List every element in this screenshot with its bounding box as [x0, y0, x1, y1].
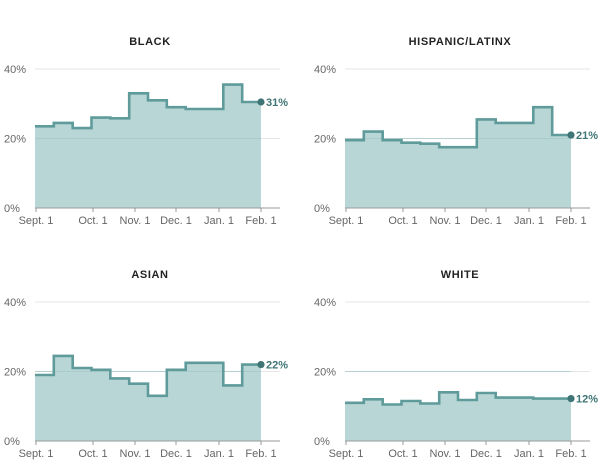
x-tick-label: Nov. 1	[430, 215, 461, 227]
area-chart-asian: 0% 20% 40% Sept. 1 Oct. 1 Nov. 1 Dec. 1 Jan. 1 F…	[0, 233, 300, 466]
y-tick-label: 20%	[4, 367, 26, 379]
end-value-label: 21%	[576, 130, 598, 142]
end-point	[567, 131, 574, 138]
y-tick-label: 0%	[314, 203, 330, 215]
x-tick-label: Jan. 1	[204, 448, 234, 460]
x-tick-label: Sept. 1	[19, 448, 54, 460]
x-tick-label: Jan. 1	[514, 448, 544, 460]
x-tick-label: Feb. 1	[555, 215, 586, 227]
x-tick-label: Sept. 1	[329, 448, 364, 460]
y-tick-label: 40%	[314, 64, 336, 76]
end-value-label: 22%	[266, 360, 288, 372]
x-tick-label: Dec. 1	[470, 215, 502, 227]
series-area	[345, 107, 571, 208]
x-tick-label: Dec. 1	[160, 448, 192, 460]
area-chart-black: 0% 20% 40% Sept. 1 Oct. 1 Nov. 1 Dec. 1 Jan. 1 F…	[0, 0, 300, 233]
x-tick-label: Feb. 1	[245, 448, 276, 460]
x-tick-label: Sept. 1	[329, 215, 364, 227]
x-tick-label: Sept. 1	[19, 215, 54, 227]
end-value-label: 12%	[576, 394, 598, 406]
series-area	[35, 85, 261, 208]
y-tick-label: 0%	[4, 436, 20, 448]
y-tick-label: 0%	[314, 436, 330, 448]
y-tick-label: 20%	[4, 134, 26, 146]
x-tick-label: Feb. 1	[555, 448, 586, 460]
end-value-label: 31%	[266, 97, 288, 109]
y-tick-label: 40%	[314, 297, 336, 309]
y-tick-label: 40%	[4, 64, 26, 76]
y-tick-label: 0%	[4, 203, 20, 215]
series-area	[35, 356, 261, 441]
x-tick-label: Jan. 1	[514, 215, 544, 227]
y-tick-label: 40%	[4, 297, 26, 309]
x-tick-label: Dec. 1	[160, 215, 192, 227]
x-tick-label: Feb. 1	[245, 215, 276, 227]
end-point	[257, 361, 264, 368]
x-tick-label: Nov. 1	[430, 448, 461, 460]
x-tick-label: Nov. 1	[120, 215, 151, 227]
y-tick-label: 20%	[314, 367, 336, 379]
area-chart-hispanic-latinx: 0% 20% 40% Sept. 1 Oct. 1 Nov. 1 Dec. 1 Jan. 1 F…	[310, 0, 600, 233]
panel-hispanic-latinx: HISPANIC/LATINX 0% 20% 40% Sept. 1 Oct. 1 Nov…	[310, 0, 600, 233]
x-tick-label: Jan. 1	[204, 215, 234, 227]
x-tick-label: Oct. 1	[388, 215, 417, 227]
x-tick-label: Oct. 1	[78, 215, 107, 227]
end-point	[257, 98, 264, 105]
y-tick-label: 20%	[314, 134, 336, 146]
x-tick-label: Dec. 1	[470, 448, 502, 460]
x-tick-label: Nov. 1	[120, 448, 151, 460]
end-point	[567, 395, 574, 402]
x-tick-label: Oct. 1	[388, 448, 417, 460]
x-tick-label: Oct. 1	[78, 448, 107, 460]
area-chart-white: 0% 20% 40% Sept. 1 Oct. 1 Nov. 1 Dec. 1 Jan. 1 F…	[310, 233, 600, 466]
